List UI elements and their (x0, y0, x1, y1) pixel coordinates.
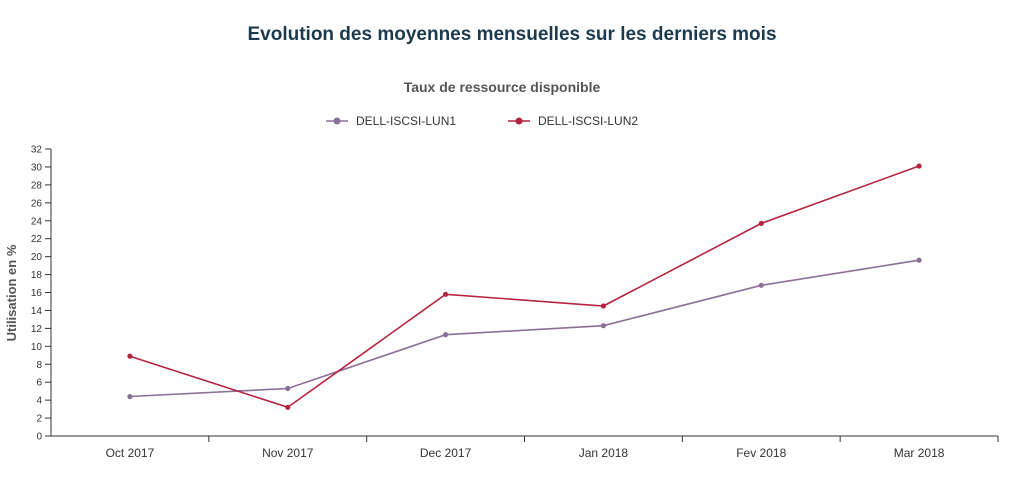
legend-item-lun2[interactable]: DELL-ISCSI-LUN2 (508, 114, 638, 128)
x-tick-label: Oct 2017 (106, 446, 155, 460)
y-tick-label: 14 (31, 306, 43, 317)
y-tick-label: 24 (31, 216, 43, 227)
y-tick-label: 6 (36, 378, 42, 389)
y-tick-label: 18 (31, 270, 43, 281)
page-title: Evolution des moyennes mensuelles sur le… (247, 24, 777, 45)
data-point-lun2[interactable] (127, 353, 133, 359)
chart-title: Taux de ressource disponible (404, 79, 601, 95)
data-point-lun1[interactable] (442, 332, 449, 338)
data-point-lun1[interactable] (916, 257, 922, 263)
data-point-lun1[interactable] (758, 282, 764, 288)
data-point-lun2[interactable] (442, 291, 449, 297)
legend-marker-lun1 (333, 117, 341, 125)
y-tick-label: 22 (31, 234, 43, 245)
y-tick-label: 4 (36, 396, 42, 407)
y-tick-label: 28 (31, 180, 43, 191)
y-tick-label: 0 (36, 432, 42, 443)
legend: DELL-ISCSI-LUN1 DELL-ISCSI-LUN2 (326, 114, 638, 128)
data-point-lun2[interactable] (600, 303, 607, 309)
y-tick-label: 20 (31, 252, 43, 263)
y-tick-label: 12 (31, 324, 43, 335)
data-point-lun2[interactable] (285, 404, 291, 410)
legend-label-lun1: DELL-ISCSI-LUN1 (356, 114, 456, 128)
y-tick-label: 2 (36, 414, 42, 425)
x-tick-label: Dec 2017 (420, 446, 472, 460)
data-point-lun1[interactable] (127, 393, 133, 400)
data-point-lun2[interactable] (916, 163, 922, 169)
data-point-lun1[interactable] (600, 323, 607, 329)
y-tick-label: 8 (36, 360, 42, 371)
y-tick-label: 30 (31, 162, 43, 173)
x-tick-label: Fev 2018 (736, 446, 786, 460)
x-tick-label: Nov 2017 (262, 446, 314, 460)
y-tick-label: 26 (31, 198, 43, 209)
series-layer (127, 163, 922, 410)
data-point-lun2[interactable] (758, 220, 764, 227)
legend-label-lun2: DELL-ISCSI-LUN2 (538, 114, 638, 128)
series-line-lun2 (129, 165, 920, 409)
y-tick-label: 10 (31, 342, 43, 353)
x-tick-label: Jan 2018 (579, 446, 629, 460)
legend-item-lun1[interactable]: DELL-ISCSI-LUN1 (326, 114, 456, 128)
legend-marker-lun2 (515, 117, 523, 125)
x-ticks: Oct 2017 Nov 2017 Dec 2017 Jan 2018 Fev 2018… (106, 436, 999, 460)
y-axis-label: Utilisation en % (4, 244, 19, 341)
x-tick-label: Mar 2018 (894, 446, 945, 460)
y-tick-label: 16 (31, 288, 43, 299)
y-tick-label: 32 (31, 145, 43, 156)
data-point-lun1[interactable] (285, 385, 291, 392)
series-line-lun1 (129, 259, 920, 398)
